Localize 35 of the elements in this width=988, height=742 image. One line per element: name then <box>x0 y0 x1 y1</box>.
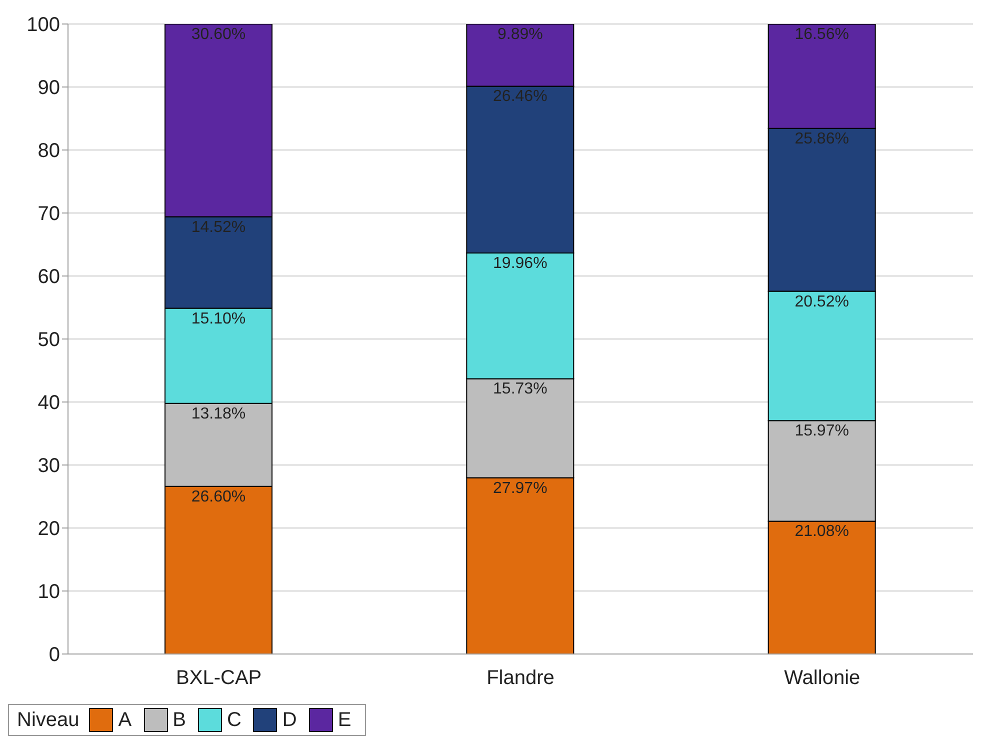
y-tick-label: 50 <box>38 329 60 352</box>
y-tick-label: 70 <box>38 203 60 226</box>
x-tick-label: Flandre <box>486 667 554 690</box>
data-label: 20.52% <box>794 293 849 310</box>
data-label: 15.10% <box>191 310 246 328</box>
legend-label: B <box>172 708 186 732</box>
legend-label: E <box>338 708 352 732</box>
y-tick-label: 100 <box>26 14 60 36</box>
legend-label: A <box>118 708 132 732</box>
legend-title: Niveau <box>17 708 80 732</box>
y-tick-label: 60 <box>38 266 60 288</box>
data-label: 25.86% <box>794 130 849 148</box>
y-tick-label: 0 <box>48 644 60 666</box>
data-label: 26.46% <box>493 88 548 106</box>
legend-label: D <box>282 708 297 732</box>
data-label: 15.73% <box>493 380 548 398</box>
y-tick-label: 30 <box>38 455 60 478</box>
data-label: 9.89% <box>497 26 543 43</box>
data-label: 16.56% <box>794 26 849 44</box>
y-tick-label: 40 <box>38 392 60 414</box>
data-label: 26.60% <box>191 488 246 506</box>
data-label: 19.96% <box>493 254 548 272</box>
y-tick-label: 10 <box>38 581 60 604</box>
data-label: 30.60% <box>191 26 246 43</box>
data-label: 27.97% <box>493 480 548 497</box>
data-label: 13.18% <box>191 405 246 422</box>
x-tick-label: BXL-CAP <box>176 667 262 690</box>
x-tick-label: Wallonie <box>784 667 860 690</box>
y-tick-label: 20 <box>38 518 60 540</box>
y-tick-label: 80 <box>38 140 60 162</box>
y-tick-label: 90 <box>38 77 60 100</box>
data-label: 15.97% <box>794 422 849 440</box>
data-label: 14.52% <box>191 218 246 236</box>
legend-label: C <box>226 708 242 732</box>
data-label: 21.08% <box>794 523 849 540</box>
